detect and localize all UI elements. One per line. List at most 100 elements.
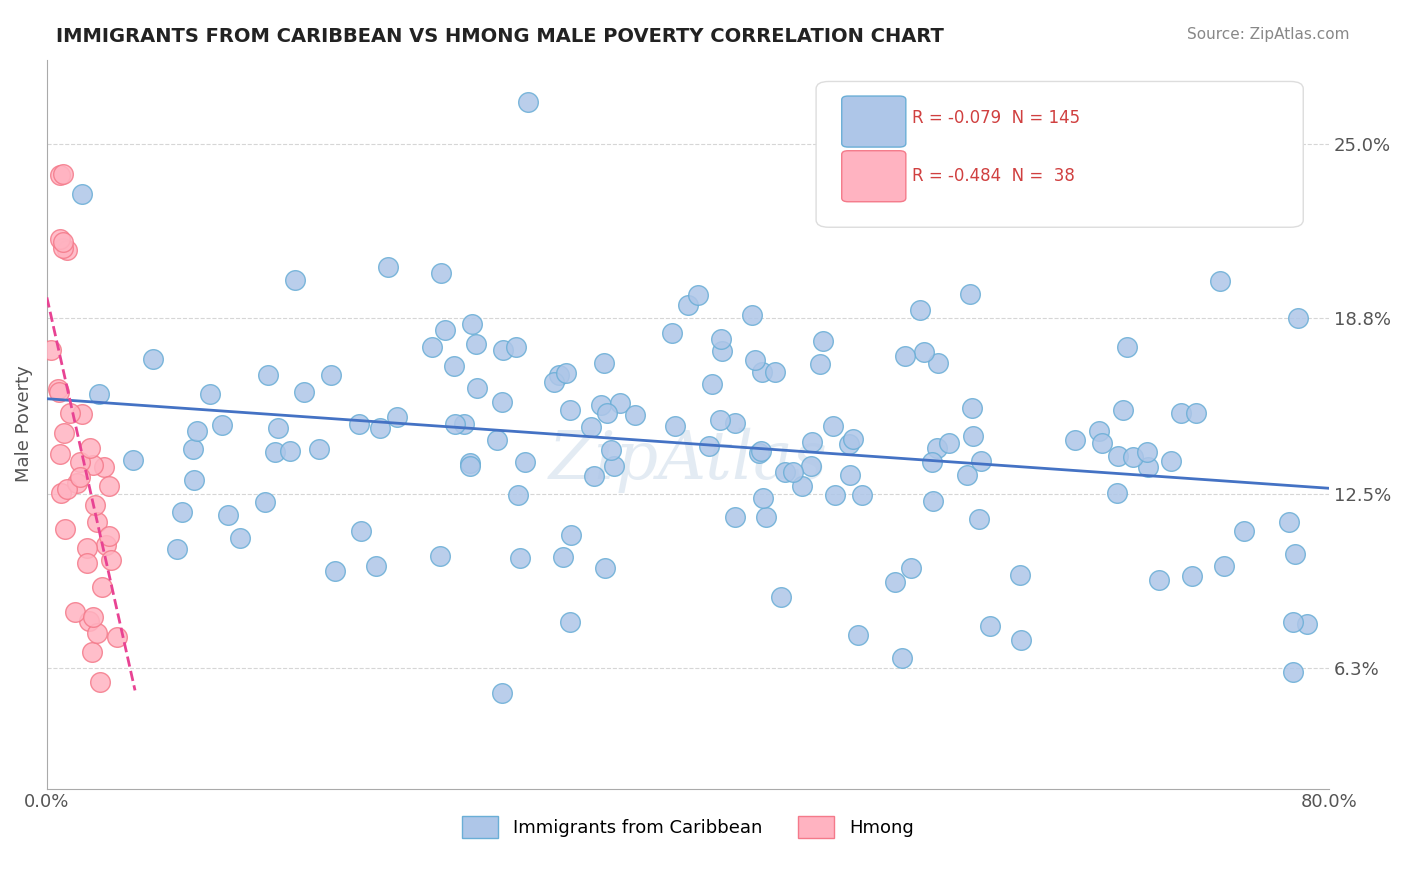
Point <box>1296 616 1319 631</box>
Point <box>800 459 823 474</box>
Point <box>229 531 252 545</box>
Point <box>59 406 82 420</box>
Point <box>93 459 115 474</box>
Point <box>912 344 935 359</box>
Point <box>775 465 797 479</box>
FancyBboxPatch shape <box>815 81 1303 227</box>
Point <box>1063 433 1085 447</box>
Point <box>1185 406 1208 420</box>
Point <box>927 356 949 370</box>
Point <box>48 384 70 399</box>
Point <box>749 443 772 458</box>
Point <box>49 447 72 461</box>
Point <box>87 386 110 401</box>
Point <box>420 340 443 354</box>
Text: R = -0.079  N = 145: R = -0.079 N = 145 <box>912 109 1080 127</box>
Point <box>560 403 582 417</box>
Point <box>82 458 104 472</box>
Point <box>551 549 574 564</box>
Point <box>700 377 723 392</box>
Y-axis label: Male Poverty: Male Poverty <box>15 366 32 483</box>
Point <box>1136 460 1159 475</box>
Point <box>444 417 467 431</box>
Point <box>460 456 482 470</box>
Point <box>970 454 993 468</box>
Point <box>959 287 981 301</box>
Point <box>884 574 907 589</box>
Point <box>284 273 307 287</box>
Point <box>938 435 960 450</box>
Point <box>323 565 346 579</box>
Point <box>724 510 747 524</box>
Point <box>51 486 73 500</box>
Point <box>554 366 576 380</box>
Point <box>86 625 108 640</box>
Point <box>79 614 101 628</box>
Point <box>66 476 89 491</box>
Point <box>582 469 605 483</box>
Point <box>1170 406 1192 420</box>
Point <box>39 343 62 357</box>
Point <box>842 432 865 446</box>
Point <box>142 352 165 367</box>
Point <box>752 491 775 505</box>
Point <box>1107 486 1129 500</box>
Point <box>1136 445 1159 459</box>
Point <box>49 232 72 246</box>
Point <box>264 444 287 458</box>
Point <box>599 442 621 457</box>
Point <box>603 458 626 473</box>
Point <box>688 288 710 302</box>
Text: R = -0.484  N =  38: R = -0.484 N = 38 <box>912 167 1076 186</box>
Point <box>368 421 391 435</box>
Point <box>811 334 834 348</box>
Point <box>508 488 530 502</box>
Point <box>724 417 747 431</box>
Point <box>709 412 731 426</box>
Point <box>49 168 72 182</box>
Point <box>1281 615 1303 629</box>
Point <box>166 542 188 557</box>
Point <box>366 559 388 574</box>
Point <box>821 418 844 433</box>
Point <box>900 561 922 575</box>
Point <box>744 352 766 367</box>
Point <box>321 368 343 383</box>
Point <box>79 441 101 455</box>
Point <box>91 580 114 594</box>
Point <box>51 235 73 250</box>
Point <box>349 524 371 538</box>
Point <box>1008 568 1031 582</box>
Point <box>100 553 122 567</box>
Point <box>76 541 98 555</box>
Point <box>186 424 208 438</box>
Point <box>254 495 277 509</box>
Point <box>267 420 290 434</box>
Point <box>748 445 770 459</box>
Point <box>465 336 488 351</box>
Point <box>908 303 931 318</box>
Point <box>741 308 763 322</box>
Point <box>927 441 949 455</box>
Point <box>217 508 239 523</box>
Point <box>921 494 943 508</box>
Point <box>1233 524 1256 538</box>
Point <box>664 419 686 434</box>
Point <box>86 515 108 529</box>
Point <box>76 556 98 570</box>
Point <box>543 375 565 389</box>
Point <box>492 343 515 357</box>
Point <box>485 434 508 448</box>
Point <box>458 458 481 473</box>
Point <box>921 455 943 469</box>
Point <box>89 675 111 690</box>
Point <box>80 645 103 659</box>
Point <box>82 610 104 624</box>
Point <box>69 469 91 483</box>
Point <box>1122 450 1144 464</box>
Point <box>461 318 484 332</box>
Point <box>278 443 301 458</box>
Point <box>1107 449 1129 463</box>
Legend: Immigrants from Caribbean, Hmong: Immigrants from Caribbean, Hmong <box>456 809 921 845</box>
Point <box>609 396 631 410</box>
